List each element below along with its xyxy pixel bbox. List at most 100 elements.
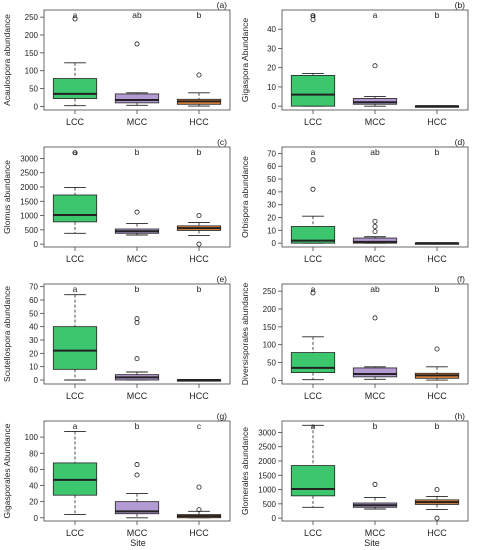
- outlier-point: [372, 218, 378, 224]
- iqr-box: [290, 226, 336, 244]
- outlier-point: [196, 213, 202, 219]
- significance-letter: b: [135, 284, 140, 294]
- y-tick-label: 70: [29, 283, 38, 292]
- x-tick-label: LCC: [304, 117, 323, 127]
- x-tick-label: LCC: [66, 117, 85, 127]
- iqr-box: [290, 352, 336, 373]
- outlier-point: [434, 487, 440, 493]
- panel-c: 0 500 1000 1500 2000 2500 3000 Glomus abundance…: [2, 137, 231, 264]
- box-mcc: b MCC: [114, 421, 160, 538]
- significance-letter: b: [135, 147, 140, 157]
- significance-letter: a: [73, 421, 78, 431]
- box-mcc: b MCC: [114, 147, 160, 264]
- panel-label: (f): [457, 274, 465, 284]
- outlier-point: [134, 462, 140, 468]
- box-mcc: b MCC: [114, 284, 160, 401]
- iqr-box: [52, 326, 98, 370]
- significance-letter: ab: [132, 10, 142, 20]
- y-tick-label: 40: [267, 188, 276, 197]
- y-tick-label: 10: [267, 83, 276, 92]
- significance-letter: b: [135, 421, 140, 431]
- y-tick-label: 80: [29, 449, 38, 458]
- significance-letter: a: [73, 284, 78, 294]
- y-tick-label: 100: [25, 67, 39, 76]
- outlier-point: [134, 316, 140, 322]
- box-mcc: b MCC: [352, 421, 398, 538]
- y-tick-label: 40: [29, 323, 38, 332]
- y-tick-label: 1000: [20, 212, 38, 221]
- significance-letter: a: [311, 147, 316, 157]
- y-tick-label: 60: [267, 162, 276, 171]
- iqr-box: [290, 74, 336, 107]
- y-tick-label: 30: [267, 201, 276, 210]
- outlier-point: [372, 223, 378, 229]
- y-tick-label: 40: [267, 25, 276, 34]
- panel-label: (c): [217, 137, 227, 147]
- panel-label: (b): [455, 0, 466, 10]
- panel-b: 0 10 20 30 40 Gigaspora Abundance (b) a LCC a MCC b…: [240, 0, 469, 127]
- y-tick-label: 50: [29, 85, 38, 94]
- panel-label: (e): [217, 274, 228, 284]
- outlier-point: [310, 157, 316, 163]
- panel-d: 0 10 20 30 40 50 60 70 Orbispora abundance (d) a LC…: [240, 137, 469, 264]
- y-tick-label: 150: [263, 323, 277, 332]
- significance-letter: b: [435, 284, 440, 294]
- y-tick-label: 0: [34, 240, 39, 249]
- outlier-point: [372, 63, 378, 69]
- x-tick-label: MCC: [365, 254, 386, 264]
- y-tick-label: 70: [267, 149, 276, 158]
- y-axis-label: Gigaspora Abundance: [240, 18, 250, 102]
- box-lcc: a LCC: [290, 421, 336, 538]
- y-tick-label: 2500: [20, 169, 38, 178]
- x-tick-label: HCC: [427, 254, 447, 264]
- box-hcc: b HCC: [414, 10, 460, 127]
- x-tick-label: HCC: [189, 528, 209, 538]
- x-tick-label: HCC: [189, 254, 209, 264]
- outlier-point: [196, 72, 202, 78]
- iqr-box: [352, 367, 398, 378]
- significance-letter: b: [197, 147, 202, 157]
- x-tick-label: MCC: [365, 528, 386, 538]
- x-tick-label: MCC: [365, 391, 386, 401]
- x-tick-label: HCC: [427, 391, 447, 401]
- y-axis-label: Gigasporales Abundance: [2, 423, 12, 518]
- y-axis-label: Diversisporales abundance: [240, 282, 250, 385]
- box-lcc: a LCC: [52, 421, 98, 538]
- outlier-point: [372, 229, 378, 235]
- box-hcc: c HCC: [176, 421, 222, 538]
- significance-letter: b: [197, 10, 202, 20]
- y-tick-label: 10: [267, 226, 276, 235]
- y-tick-label: 1000: [258, 486, 276, 495]
- shared-xlabel-right: Site: [364, 538, 380, 548]
- x-tick-label: MCC: [127, 528, 148, 538]
- y-tick-label: 0: [34, 514, 39, 523]
- significance-letter: ab: [370, 147, 380, 157]
- significance-letter: a: [73, 147, 78, 157]
- outlier-point: [134, 472, 140, 478]
- panel-label: (d): [455, 137, 466, 147]
- y-tick-label: 500: [25, 226, 39, 235]
- y-tick-label: 20: [29, 349, 38, 358]
- significance-letter: a: [311, 284, 316, 294]
- y-tick-label: 60: [29, 296, 38, 305]
- x-tick-label: LCC: [304, 528, 323, 538]
- y-tick-label: 2500: [258, 443, 276, 452]
- panel-e: 0 10 20 30 40 50 60 70 Scutellospora abundance (e…: [2, 274, 231, 401]
- outlier-point: [134, 209, 140, 215]
- y-axis-label: Orbispora abundance: [240, 156, 250, 238]
- significance-letter: a: [373, 10, 378, 20]
- outlier-point: [196, 241, 202, 247]
- y-tick-label: 60: [29, 465, 38, 474]
- box-lcc: a LCC: [290, 284, 336, 401]
- x-tick-label: LCC: [66, 528, 85, 538]
- y-axis-label: Acaulospora abundance: [2, 14, 12, 106]
- box-mcc: ab MCC: [352, 284, 398, 401]
- y-tick-label: 200: [25, 31, 39, 40]
- panel-label: (g): [217, 411, 228, 421]
- outlier-point: [196, 507, 202, 513]
- y-tick-label: 20: [267, 64, 276, 73]
- outlier-point: [372, 315, 378, 321]
- outlier-point: [134, 320, 140, 326]
- y-tick-label: 50: [29, 309, 38, 318]
- x-tick-label: MCC: [127, 117, 148, 127]
